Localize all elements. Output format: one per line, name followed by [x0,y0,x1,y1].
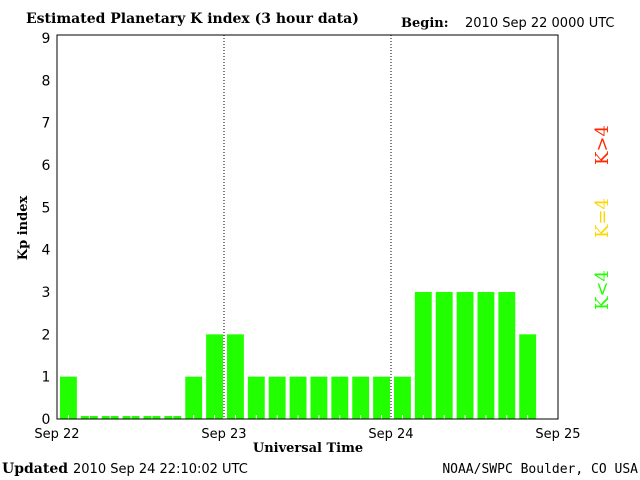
y-tick-label: 6 [42,158,51,174]
x-tick-label: Sep 24 [368,427,413,442]
kp-bar [394,376,411,419]
y-tick-label: 9 [42,31,51,47]
kp-bar [519,334,537,419]
x-tick-label: Sep 23 [201,427,246,442]
y-tick-label: 7 [42,116,51,132]
y-tick-label: 1 [42,370,51,386]
kp-bar [373,376,390,419]
y-tick-label: 4 [42,243,51,259]
kp-bar [60,376,77,419]
kp-bar [247,376,265,419]
legend-entry: K<4 [592,270,613,310]
x-tick-label: Sep 22 [34,427,79,442]
kp-bar [352,376,370,419]
updated-value: 2010 Sep 24 22:10:02 UTC [73,462,248,477]
y-tick-label: 3 [42,285,51,301]
y-tick-label: 0 [42,412,51,428]
kp-bar [268,376,286,419]
kp-bar [414,292,432,419]
x-tick-label: Sep 25 [535,427,580,442]
kp-bar [477,292,495,419]
kp-bar [456,292,474,419]
kp-bar [289,376,307,419]
updated-label: Updated [2,461,68,477]
kp-bar [206,334,223,419]
x-axis-label: Universal Time [253,441,363,456]
chart-title: Estimated Planetary K index (3 hour data… [26,11,359,27]
begin-value: 2010 Sep 22 0000 UTC [465,16,615,31]
legend-entry: K>4 [592,125,613,165]
bars-group [60,292,537,419]
y-tick-label: 5 [42,200,51,216]
kp-bar [185,376,203,419]
source-credit: NOAA/SWPC Boulder, CO USA [442,462,638,477]
y-axis-label: Kp index [16,196,31,261]
kp-bar [331,376,349,419]
legend-entry: K=4 [592,198,613,238]
kp-bar [498,292,516,419]
kp-bar [435,292,453,419]
plot-frame [56,34,559,420]
y-tick-label: 8 [42,73,51,89]
begin-label: Begin: [401,16,449,31]
y-tick-label: 2 [42,327,51,343]
kp-bar [227,334,244,419]
kp-bar [310,376,328,419]
